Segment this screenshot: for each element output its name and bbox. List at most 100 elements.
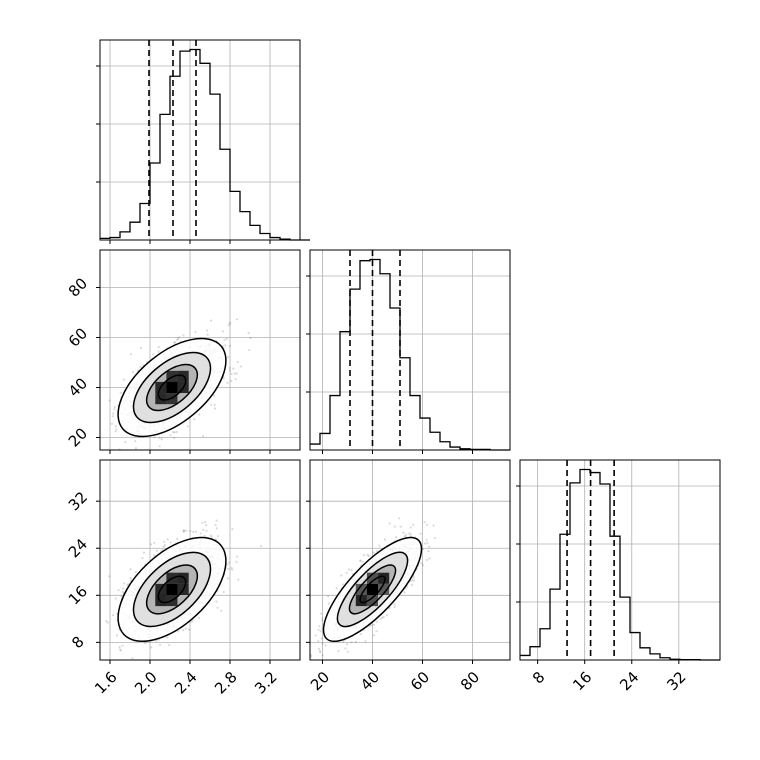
hist-frame (309, 249, 511, 451)
y-tick-label-3: 24 (65, 535, 91, 561)
joint-frame (99, 459, 301, 661)
contour-line-4 (322, 536, 423, 643)
scatter-point (134, 447, 137, 450)
scatter-point (378, 544, 381, 547)
scatter-point (114, 597, 117, 600)
scatter-point (158, 445, 161, 448)
scatter-point (213, 407, 217, 410)
scatter-point (210, 319, 213, 322)
scatter-point (206, 329, 209, 332)
density-cells (355, 572, 390, 607)
scatter-point (134, 440, 137, 443)
scatter-point (202, 528, 205, 532)
scatter-point (194, 330, 197, 333)
scatter-point (379, 617, 382, 621)
scatter-point (176, 537, 179, 541)
x-tick-label-1: 2.8 (211, 668, 241, 698)
scatter-point (126, 584, 129, 587)
scatter-point (225, 337, 228, 340)
scatter-point (194, 530, 198, 533)
scatter-point (319, 651, 322, 654)
scatter-point (421, 564, 425, 567)
scatter-point (237, 578, 240, 581)
scatter-point (111, 415, 114, 418)
scatter-point (182, 530, 185, 533)
scatter-point (185, 529, 188, 532)
scatter-point (192, 530, 195, 534)
scatter-point (158, 436, 161, 439)
scatter-point (233, 372, 236, 375)
y-tick-label-2: 40 (65, 374, 91, 400)
scatter-point (204, 520, 207, 524)
scatter-point (324, 644, 327, 647)
scatter-point (247, 331, 250, 335)
scatter-point (182, 334, 185, 337)
scatter-point (216, 535, 219, 538)
scatter-point (108, 399, 111, 402)
scatter-point (235, 560, 238, 564)
scatter-point (162, 545, 165, 548)
scatter-point (306, 646, 308, 648)
scatter-point (385, 614, 389, 617)
scatter-point (402, 531, 405, 534)
scatter-point (173, 341, 176, 344)
scatter-point (226, 356, 229, 359)
scatter-point (142, 551, 145, 554)
y-tick-label-2: 20 (65, 424, 91, 450)
scatter-point (216, 606, 219, 609)
scatter-point (139, 365, 142, 369)
scatter-point (198, 413, 201, 416)
x-tick-label-1: 2.0 (131, 668, 161, 698)
scatter-point (163, 540, 166, 543)
scatter-point (118, 648, 121, 651)
contour-line-1 (359, 575, 386, 604)
scatter-point (173, 431, 176, 434)
scatter-point (359, 559, 362, 562)
scatter-point (205, 529, 208, 532)
scatter-point (172, 431, 175, 434)
scatter-point (310, 655, 313, 658)
scatter-point (226, 563, 229, 566)
scatter-point (344, 647, 347, 650)
scatter-point (176, 337, 180, 340)
scatter-point (210, 534, 213, 537)
scatter-point (173, 436, 176, 439)
scatter-point (411, 579, 414, 582)
scatter-point (122, 587, 125, 590)
scatter-point (122, 582, 126, 585)
scatter-point (428, 545, 431, 548)
hist-frame (99, 39, 301, 241)
x-tick-label-2: 60 (407, 668, 433, 694)
scatter-point (420, 562, 423, 565)
scatter-point (224, 344, 227, 347)
scatter-point (199, 532, 202, 535)
scatter-point (198, 616, 201, 620)
scatter-point (230, 379, 233, 383)
scatter-point (110, 422, 114, 425)
hist-step-outline (520, 468, 720, 661)
scatter-point (113, 408, 116, 411)
scatter-point (183, 530, 186, 533)
scatter-point (150, 646, 153, 649)
scatter-point (317, 628, 320, 631)
scatter-point (201, 435, 205, 438)
scatter-point (228, 561, 231, 564)
scatter-point (205, 523, 208, 527)
scatter-point (117, 589, 120, 592)
scatter-point (153, 554, 156, 557)
scatter-point (230, 372, 233, 375)
scatter-point (381, 616, 384, 619)
scatter-point (119, 391, 122, 394)
scatter-point (209, 403, 213, 406)
scatter-point (409, 533, 412, 536)
x-tick-label-2: 80 (457, 668, 483, 694)
scatter-point (372, 623, 376, 627)
scatter-point (228, 369, 232, 372)
scatter-point (106, 621, 109, 624)
density-cell (177, 572, 189, 584)
density-cell (355, 595, 367, 607)
scatter-point (393, 525, 396, 528)
density-cell (355, 583, 367, 595)
scatter-point (108, 575, 111, 578)
density-cell (166, 583, 178, 595)
